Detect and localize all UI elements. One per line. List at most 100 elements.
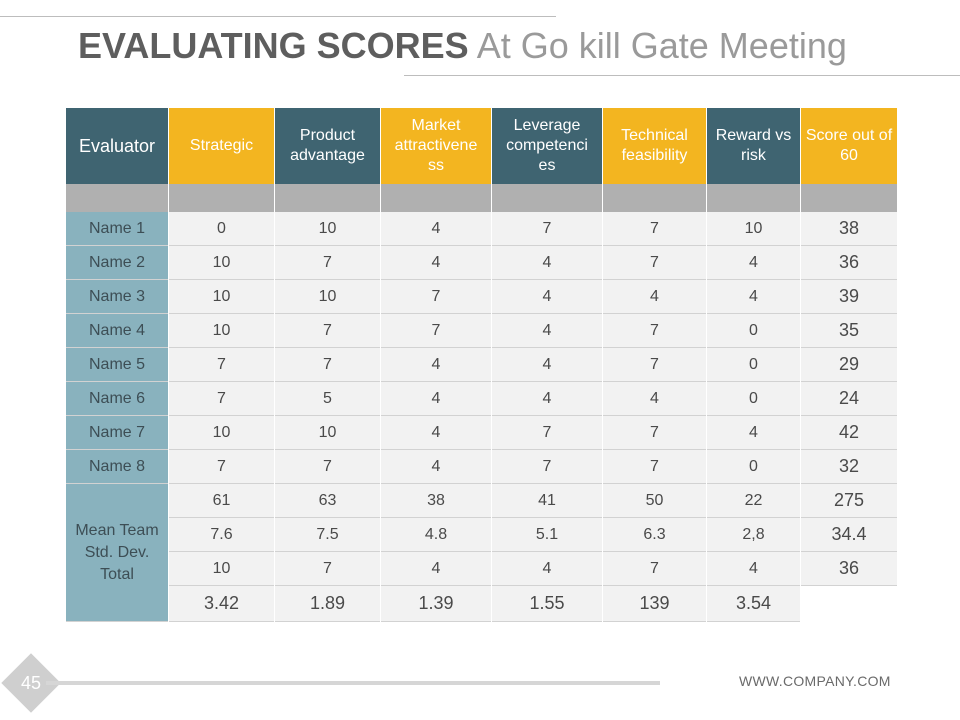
stats-cell: 22 bbox=[707, 484, 800, 518]
table-cell: 4 bbox=[381, 348, 491, 382]
table-cell: 7 bbox=[603, 212, 706, 246]
separator-band bbox=[66, 184, 168, 212]
table-cell: 7 bbox=[169, 450, 274, 484]
table-cell: 4 bbox=[381, 416, 491, 450]
table-cell: 4 bbox=[492, 314, 602, 348]
table-cell: 4 bbox=[492, 348, 602, 382]
stats-score-cell: 34.4 bbox=[801, 518, 897, 552]
header-leverage-competencies: Leverage competenci es bbox=[492, 108, 602, 184]
separator-band bbox=[492, 184, 602, 212]
table-cell: 0 bbox=[707, 348, 800, 382]
table-cell: 7 bbox=[275, 348, 380, 382]
table-cell: 7 bbox=[169, 382, 274, 416]
table-cell: 4 bbox=[381, 212, 491, 246]
score-cell: 42 bbox=[801, 416, 897, 450]
table-cell: 4 bbox=[603, 280, 706, 314]
top-divider-line bbox=[0, 16, 556, 17]
scores-table: Evaluator Strategic Product advantage Ma… bbox=[66, 108, 897, 622]
evaluator-name: Name 7 bbox=[66, 416, 168, 450]
title-bold-part: EVALUATING SCORES bbox=[78, 25, 469, 66]
footer-line bbox=[46, 681, 660, 685]
table-cell: 7 bbox=[603, 348, 706, 382]
stats-cell: 7.5 bbox=[275, 518, 380, 552]
evaluator-name: Name 6 bbox=[66, 382, 168, 416]
page-title: EVALUATING SCORES At Go kill Gate Meetin… bbox=[78, 24, 847, 68]
evaluator-name: Name 2 bbox=[66, 246, 168, 280]
table-cell: 7 bbox=[492, 212, 602, 246]
stats-label: Mean Team Std. Dev. Total bbox=[66, 484, 168, 622]
table-cell: 0 bbox=[707, 382, 800, 416]
table-cell: 10 bbox=[275, 416, 380, 450]
empty-score-cell bbox=[801, 586, 897, 622]
table-cell: 10 bbox=[169, 280, 274, 314]
table-cell: 7 bbox=[381, 314, 491, 348]
table-cell: 7 bbox=[603, 416, 706, 450]
score-cell: 32 bbox=[801, 450, 897, 484]
separator-band bbox=[381, 184, 491, 212]
title-underline bbox=[404, 75, 960, 76]
score-cell: 39 bbox=[801, 280, 897, 314]
evaluator-name: Name 4 bbox=[66, 314, 168, 348]
score-cell: 24 bbox=[801, 382, 897, 416]
table-cell: 7 bbox=[492, 416, 602, 450]
title-light-part: At Go kill Gate Meeting bbox=[468, 25, 847, 66]
evaluator-name: Name 1 bbox=[66, 212, 168, 246]
table-cell: 10 bbox=[169, 314, 274, 348]
table-cell: 4 bbox=[707, 280, 800, 314]
page-number: 45 bbox=[20, 672, 42, 693]
footer-url: WWW.COMPANY.COM bbox=[739, 673, 891, 689]
stats-cell: 10 bbox=[169, 552, 274, 586]
table-cell: 10 bbox=[275, 212, 380, 246]
table-cell: 4 bbox=[707, 246, 800, 280]
table-cell: 0 bbox=[169, 212, 274, 246]
header-reward-vs-risk: Reward vs risk bbox=[707, 108, 800, 184]
stats-cell: 1.39 bbox=[381, 586, 491, 622]
stats-cell: 2,8 bbox=[707, 518, 800, 552]
header-strategic: Strategic bbox=[169, 108, 274, 184]
score-cell: 38 bbox=[801, 212, 897, 246]
table-cell: 7 bbox=[492, 450, 602, 484]
stats-cell: 4 bbox=[492, 552, 602, 586]
table-cell: 7 bbox=[275, 314, 380, 348]
header-score-out-of-60: Score out of 60 bbox=[801, 108, 897, 184]
table-cell: 4 bbox=[707, 416, 800, 450]
table-cell: 0 bbox=[707, 314, 800, 348]
separator-band bbox=[603, 184, 706, 212]
header-evaluator: Evaluator bbox=[66, 108, 168, 184]
stats-cell: 1.89 bbox=[275, 586, 380, 622]
stats-cell: 3.42 bbox=[169, 586, 274, 622]
stats-cell: 4 bbox=[381, 552, 491, 586]
table-cell: 10 bbox=[707, 212, 800, 246]
table-cell: 4 bbox=[603, 382, 706, 416]
separator-band bbox=[169, 184, 274, 212]
stats-cell: 61 bbox=[169, 484, 274, 518]
score-cell: 29 bbox=[801, 348, 897, 382]
header-market-attractiveness: Market attractivene ss bbox=[381, 108, 491, 184]
table-cell: 4 bbox=[381, 382, 491, 416]
table-cell: 10 bbox=[169, 416, 274, 450]
stats-cell: 7.6 bbox=[169, 518, 274, 552]
score-cell: 35 bbox=[801, 314, 897, 348]
table-cell: 4 bbox=[492, 382, 602, 416]
stats-score-cell: 275 bbox=[801, 484, 897, 518]
stats-cell: 5.1 bbox=[492, 518, 602, 552]
stats-cell: 3.54 bbox=[707, 586, 800, 622]
score-cell: 36 bbox=[801, 246, 897, 280]
stats-cell: 139 bbox=[603, 586, 706, 622]
table-cell: 10 bbox=[169, 246, 274, 280]
stats-cell: 6.3 bbox=[603, 518, 706, 552]
evaluator-name: Name 5 bbox=[66, 348, 168, 382]
stats-cell: 7 bbox=[603, 552, 706, 586]
header-technical-feasibility: Technical feasibility bbox=[603, 108, 706, 184]
separator-band bbox=[275, 184, 380, 212]
stats-cell: 4.8 bbox=[381, 518, 491, 552]
table-cell: 4 bbox=[381, 450, 491, 484]
table-cell: 7 bbox=[275, 450, 380, 484]
stats-cell: 1.55 bbox=[492, 586, 602, 622]
header-product-advantage: Product advantage bbox=[275, 108, 380, 184]
stats-cell: 63 bbox=[275, 484, 380, 518]
evaluator-name: Name 8 bbox=[66, 450, 168, 484]
stats-cell: 4 bbox=[707, 552, 800, 586]
stats-score-cell: 36 bbox=[801, 552, 897, 586]
table-cell: 4 bbox=[492, 246, 602, 280]
